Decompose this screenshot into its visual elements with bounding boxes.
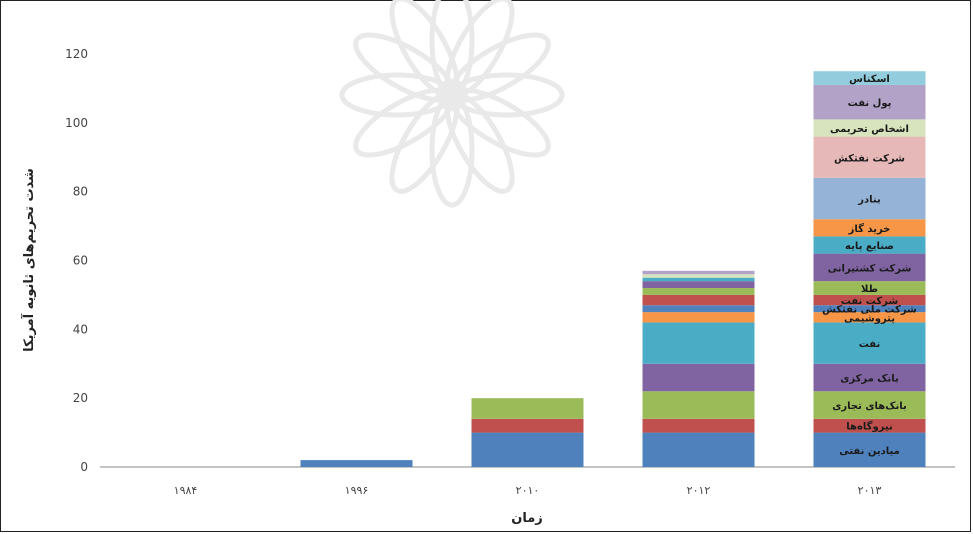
bar-segment [813,219,926,237]
y-tick-label: 100 [65,116,88,130]
bar-segment [813,281,926,295]
x-tick-label: ۲۰۱۰ [516,484,540,497]
segment-label: نیروگاه‌ها [846,420,892,433]
segment-label: پتروشیمی [844,313,895,324]
segment-label: شرکت نفت [841,296,899,307]
segment-label: پول نفت [848,98,892,109]
bar-segment [642,281,755,289]
segment-label: بانک‌های تجاری [832,401,906,412]
segment-label: نفت [859,339,881,350]
bar-segment [813,71,926,85]
y-tick-label: 80 [73,185,88,199]
bar-segment [813,305,926,313]
y-tick-labels: 0 20 40 60 80 100 120 [65,47,88,474]
segment-label: صنایع پایه [845,241,894,252]
segment-label: شرکت کشتیرانی [828,263,912,274]
watermark-petal [449,72,565,118]
segment-label: میادین نفتی [839,446,900,457]
y-tick-label: 120 [65,47,88,61]
bar-segment [642,294,755,306]
bar-segment [813,84,926,120]
y-tick-label: 20 [73,391,88,405]
bar-segment [813,363,926,392]
segment-label: اسکناس [849,74,890,85]
x-tick-label: ۲۰۱۲ [687,484,711,497]
segment-labels: میادین نفتی نیروگاه‌ها بانک‌های تجاری بانک … [822,74,917,457]
watermark-petal [339,72,455,118]
bar-segment [642,274,755,278]
bar-segment [813,312,926,323]
y-axis-title: شدت تحریم‌های ثانویه آمریکا [20,168,37,352]
bar-segment [642,432,755,467]
bar-segment [813,322,926,364]
x-tick-label: ۱۹۸۴ [174,484,198,497]
x-tick-label: ۱۹۹۶ [345,484,369,497]
bar-segment [813,136,926,178]
bar-segment [813,294,926,306]
bar-stacks [300,71,926,467]
x-axis-title: زمان [511,511,543,526]
bar-segment [642,312,755,323]
bar-segment [813,432,926,467]
watermark-petal [429,92,475,208]
bar-segment [813,253,926,282]
bar-segment [813,119,926,137]
bar-segment [642,305,755,313]
bar-segment [642,288,755,295]
segment-label: شرکت ملی نفتکش [822,305,917,316]
x-tick-labels: ۱۹۸۴ ۱۹۹۶ ۲۰۱۰ ۲۰۱۲ ۲۰۱۳ [174,484,882,497]
y-tick-label: 0 [80,460,88,474]
segment-label: شرکت نفتکش [834,153,905,164]
segment-label: بنادر [857,195,880,206]
segment-label: خرید گاز [848,222,891,235]
bar-segment [471,418,584,433]
bar-segment [642,322,755,364]
bar-segment [642,277,755,282]
bar-segment [813,177,926,220]
bar-segment [813,236,926,254]
watermark-petal [389,0,460,99]
x-tick-label: ۲۰۱۳ [858,484,882,497]
bar-segment [471,398,584,419]
bar-segment [300,460,413,467]
watermark-emblem [339,0,565,208]
bar-segment [813,391,926,419]
segment-label: اشخاص تحریمی [830,124,909,135]
bar-segment [642,270,755,275]
segment-label: بانک مرکزی [840,374,899,385]
bar-segment [471,432,584,467]
y-tick-label: 40 [73,322,88,336]
bar-segment [642,391,755,419]
bar-segment [642,363,755,392]
segment-label: طلا [861,284,878,295]
y-tick-label: 60 [73,254,88,268]
bar-segment [642,418,755,433]
bar-segment [813,418,926,433]
